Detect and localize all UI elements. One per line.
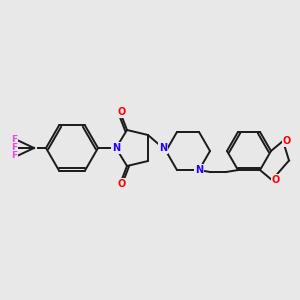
Text: N: N <box>159 143 167 153</box>
Text: F: F <box>11 152 17 160</box>
Text: N: N <box>195 165 203 175</box>
Text: O: O <box>118 107 126 117</box>
Text: O: O <box>272 175 280 185</box>
Text: O: O <box>118 179 126 189</box>
Text: F: F <box>11 136 17 145</box>
Text: F: F <box>11 143 17 152</box>
Text: N: N <box>112 143 120 153</box>
Text: O: O <box>283 136 291 146</box>
